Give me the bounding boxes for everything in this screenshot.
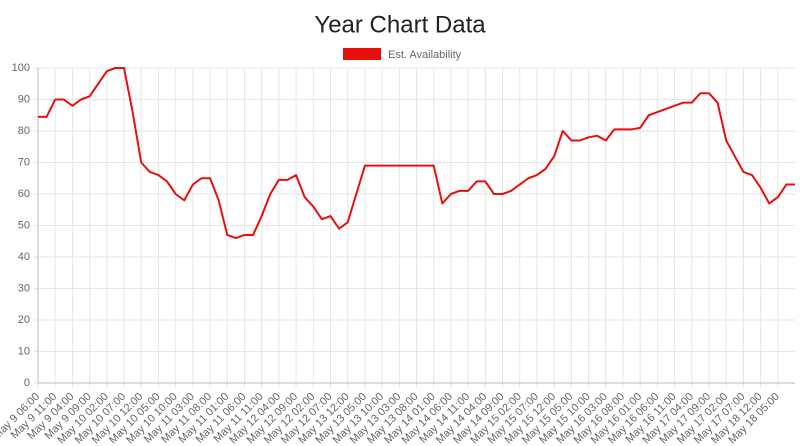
legend-swatch [343,48,381,60]
chart-title: Year Chart Data [314,11,486,38]
y-tick-label: 100 [12,62,30,74]
y-tick-label: 50 [18,219,30,231]
y-tick-label: 90 [18,93,30,105]
y-tick-label: 70 [18,156,30,168]
y-tick-label: 40 [18,251,30,263]
y-tick-label: 60 [18,188,30,200]
y-tick-label: 0 [24,377,30,389]
legend-label: Est. Availability [388,49,462,61]
y-tick-label: 20 [18,314,30,326]
y-tick-label: 80 [18,125,30,137]
line [38,67,795,240]
y-tick-label: 10 [18,345,30,357]
y-tick-label: 30 [18,282,30,294]
